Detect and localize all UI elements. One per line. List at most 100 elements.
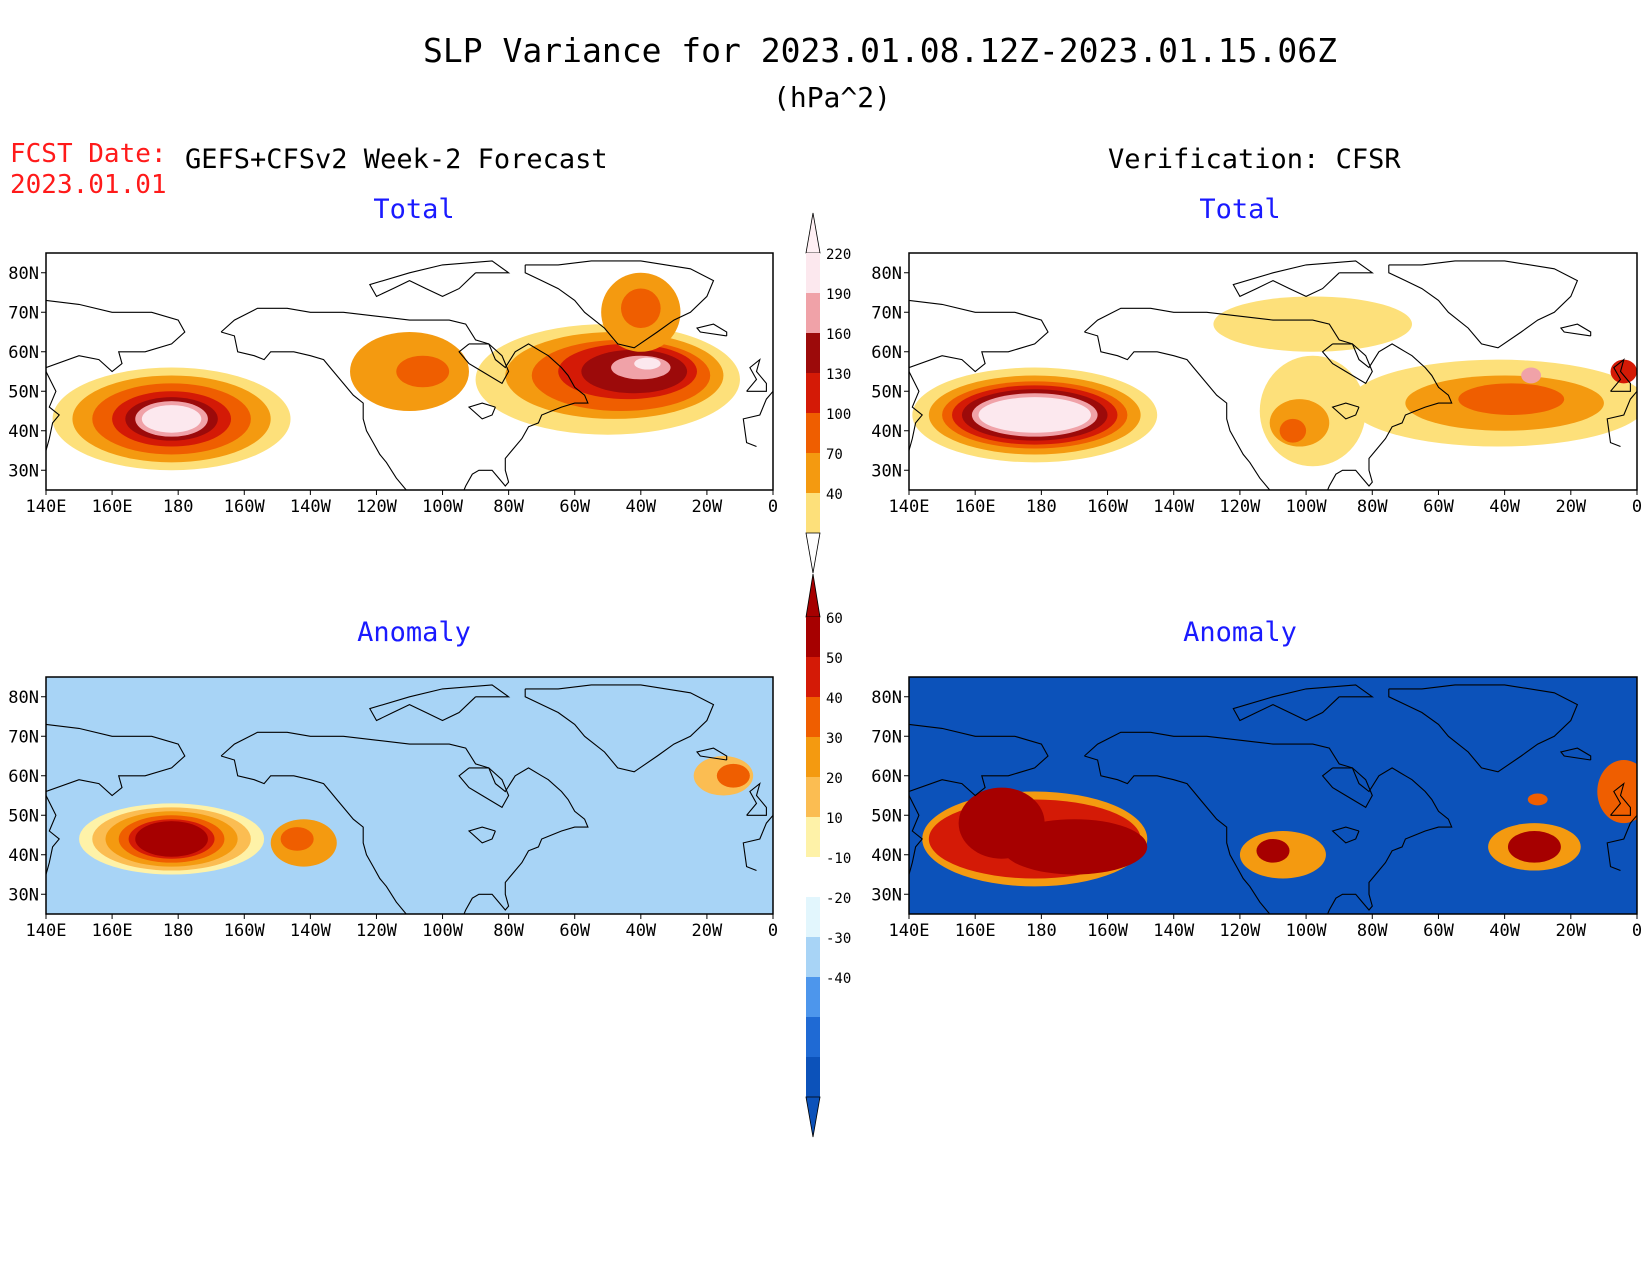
colorbar-segment — [806, 617, 820, 657]
coastline — [467, 826, 496, 844]
y-tick-label: 30N — [8, 461, 39, 481]
colorbar-segment — [806, 333, 820, 373]
contour-blob — [978, 397, 1091, 433]
colorbar-label: 30 — [826, 731, 843, 747]
verification-total-map: 140E 160E 180 160W 140W 120W 100W 80W 60W 40W 20W 0… — [871, 252, 1642, 517]
coastline — [1606, 390, 1637, 448]
forecast-heading: GEFS+CFSv2 Week-2 Forecast — [185, 144, 608, 175]
x-tick-label: 120W — [1219, 921, 1261, 941]
coastline — [742, 390, 773, 448]
x-tick-label: 140W — [290, 497, 332, 517]
coastline — [1610, 782, 1631, 816]
x-tick-label: 80W — [1357, 921, 1388, 941]
y-tick-label: 50N — [8, 382, 39, 402]
y-tick-label: 70N — [8, 727, 39, 747]
colorbar-segment — [806, 817, 820, 857]
colorbar-segment — [806, 657, 820, 697]
x-tick-label: 160E — [92, 497, 133, 517]
y-tick-label: 30N — [871, 461, 902, 481]
x-tick-label: 60W — [1423, 497, 1454, 517]
x-tick-label: 60W — [1423, 921, 1454, 941]
coastlines — [909, 260, 1637, 490]
forecast-anomaly-map: 140E 160E 180 160W 140W 120W 100W 80W 60W 40W 20W 0… — [8, 676, 778, 941]
x-tick-label: 140E — [26, 921, 67, 941]
x-tick-label: 20W — [692, 497, 723, 517]
x-tick-label: 40W — [625, 921, 656, 941]
y-tick-label: 60N — [8, 343, 39, 363]
coastline — [696, 323, 728, 337]
x-tick-label: 100W — [1286, 497, 1328, 517]
x-tick-label: 40W — [1489, 497, 1520, 517]
x-tick-label: 140W — [1153, 921, 1195, 941]
contour-blob — [1256, 838, 1290, 863]
coastline — [909, 299, 1049, 451]
coastline — [1321, 767, 1373, 809]
x-tick-label: 100W — [422, 497, 464, 517]
coastline — [1559, 747, 1592, 761]
x-tick-label: 80W — [1357, 497, 1388, 517]
y-tick-label: 40N — [8, 846, 39, 866]
y-tick-label: 80N — [8, 688, 39, 708]
x-tick-label: 0 — [1632, 921, 1642, 941]
coastline — [909, 723, 1049, 875]
x-tick-label: 140E — [26, 497, 67, 517]
coastline — [524, 684, 715, 773]
coastline — [46, 299, 186, 451]
shaded-contours — [79, 756, 754, 875]
y-tick-label: 80N — [871, 688, 902, 708]
axis-ticks: 140E 160E 180 160W 140W 120W 100W 80W 60W 40W 20W 0… — [871, 264, 1642, 517]
coastline — [746, 782, 767, 816]
coastlines — [46, 684, 773, 914]
contour-blob — [1597, 759, 1637, 824]
contour-blob — [670, 827, 711, 851]
colorbar-segment — [806, 453, 820, 493]
colorbar-segment — [806, 897, 820, 937]
contour-blob — [141, 405, 202, 433]
x-tick-label: 20W — [1555, 921, 1586, 941]
colorbar-bottom-triangle — [805, 532, 821, 574]
figure-units: (hPa^2) — [773, 81, 891, 114]
x-tick-label: 120W — [356, 497, 398, 517]
x-tick-label: 0 — [768, 921, 778, 941]
x-tick-label: 160W — [1087, 921, 1129, 941]
y-tick-label: 80N — [8, 264, 39, 284]
coastline — [746, 358, 767, 392]
panel-title-forecast-anomaly: Anomaly — [357, 617, 471, 648]
colorbar-label: 10 — [826, 811, 843, 827]
x-tick-label: 160W — [224, 497, 266, 517]
y-tick-label: 30N — [8, 885, 39, 905]
colorbar-label: 190 — [826, 287, 851, 303]
contour-blob — [396, 355, 450, 388]
x-tick-label: 0 — [1632, 497, 1642, 517]
colorbar-label: 20 — [826, 771, 843, 787]
contour-blob — [135, 821, 208, 857]
x-tick-label: 100W — [1286, 921, 1328, 941]
coastline — [1331, 402, 1360, 420]
contour-blob — [716, 763, 750, 788]
figure-title: SLP Variance for 2023.01.08.12Z-2023.01.… — [423, 31, 1337, 70]
x-tick-label: 140E — [889, 921, 930, 941]
coastline — [1331, 826, 1360, 844]
x-tick-label: 20W — [692, 921, 723, 941]
shaded-contours — [912, 296, 1637, 467]
contour-blob — [1610, 359, 1637, 384]
coastline — [458, 343, 510, 385]
panel-title-verification-anomaly: Anomaly — [1183, 617, 1297, 648]
verification-anomaly-map: 140E 160E 180 160W 140W 120W 100W 80W 60W 40W 20W 0… — [871, 676, 1642, 941]
x-tick-label: 80W — [493, 497, 524, 517]
colorbar-segment — [806, 373, 820, 413]
y-tick-label: 50N — [871, 382, 902, 402]
x-tick-label: 140E — [889, 497, 930, 517]
colorbar-label: 50 — [826, 651, 843, 667]
x-tick-label: 180 — [163, 497, 194, 517]
x-tick-label: 100W — [422, 921, 464, 941]
colorbar-label: 40 — [826, 691, 843, 707]
x-tick-label: 180 — [1026, 497, 1057, 517]
x-tick-label: 160W — [224, 921, 266, 941]
anomaly-colorbar: 60 50 40 30 20 10 -10 -20 -30 -40 — [805, 573, 851, 1138]
total-colorbar: 220 190 160 130 100 70 40 — [805, 212, 851, 574]
coastline — [742, 814, 773, 872]
colorbar-label: 220 — [826, 247, 851, 263]
coastline — [368, 260, 511, 298]
